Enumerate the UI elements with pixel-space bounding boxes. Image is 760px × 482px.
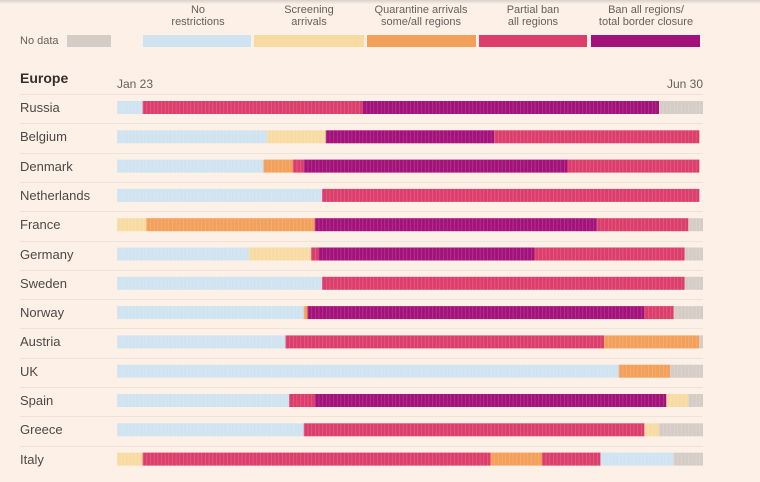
row-divider [20,94,703,95]
legend-swatch-partial [479,35,587,47]
legend-nodata-swatch [67,35,111,47]
bar-segment-texture [494,130,700,144]
bar-segment-texture [688,394,703,407]
legend-swatch-screening [254,35,364,47]
bar-segment-texture [644,306,674,320]
row-divider [20,269,703,271]
row-divider [20,416,703,418]
bar-segment-texture [117,335,286,349]
bar-segment-texture [303,306,308,320]
bar-segment-texture [541,452,601,466]
bar-segment-texture [285,335,605,349]
bar-segment-texture [490,452,542,466]
legend-swatch-ban [591,35,700,47]
legend-label-ban: Ban all regions/ total border closure [598,4,694,28]
bar-segment-texture [670,364,703,378]
legend-label-none: No restrictions [171,4,225,28]
bar-segment-texture [322,276,685,290]
bar-segment-texture [567,159,700,173]
legend-nodata-label: No data [20,35,59,47]
row-label-germany: Germany [20,246,74,262]
bar-segment-texture [688,218,703,232]
bar-segment-texture [263,159,293,173]
bar-segment-texture [117,276,323,290]
legend-label-partial: Partial ban all regions [506,4,560,28]
row-label-denmark: Denmark [20,158,73,174]
bar-segment-texture [659,101,703,114]
region-title: Europe [20,70,69,86]
legend-swatch-quarantine [367,35,476,47]
legend-label-quarantine: Quarantine arrivals some/all regions [374,4,468,28]
bar-segment-texture [596,218,689,232]
bar-segment-texture [146,218,315,232]
row-divider [20,387,703,388]
bar-segment-texture [659,423,703,437]
bar-segment-texture [303,159,568,173]
row-label-austria: Austria [20,334,61,350]
bar-segment-texture [289,394,315,407]
bar-segment-texture [322,188,700,202]
row-label-france: France [20,217,61,233]
row-divider [20,328,703,330]
row-label-sweden: Sweden [20,275,67,291]
bar-segment-texture [311,247,319,261]
bar-segment-texture [292,159,304,173]
bar-segment-texture [142,101,363,114]
row-label-norway: Norway [20,305,65,321]
bar-segment-texture [314,394,667,407]
bar-segment-texture [303,423,645,437]
bar-segment-texture [117,101,143,114]
row-label-uk: UK [20,363,39,379]
bar-segment-texture [673,306,703,320]
bar-segment-texture [673,452,703,466]
bar-segment-texture [117,188,323,202]
bar-segment-texture [117,130,268,144]
bar-segment-texture [117,452,143,466]
bar-segment-texture [600,452,674,466]
bar-segment-texture [117,364,619,378]
bar-segment-texture [142,452,491,466]
row-divider [20,152,703,154]
bar-segment-texture [684,276,703,290]
bar-segment-texture [117,218,147,232]
x-end-label: Jun 30 [666,77,703,91]
legend-swatch-none [143,35,251,47]
x-start-label: Jan 23 [117,77,154,91]
bar-segment-texture [699,335,703,349]
legend-label-screening: Screening arrivals [284,4,334,28]
row-divider [20,240,703,242]
bar-segment-texture [684,247,703,261]
row-label-greece: Greece [20,422,63,438]
bar-segment-texture [644,423,660,437]
row-label-belgium: Belgium [20,129,67,145]
row-label-italy: Italy [20,451,44,467]
bar-segment-texture [117,423,304,437]
bar-segment-texture [314,218,597,232]
row-divider [20,181,703,183]
bar-segment-texture [307,306,645,320]
bar-segment-texture [267,130,326,144]
row-divider [20,123,703,125]
top-shadow [0,0,760,4]
bar-segment-texture [318,247,535,261]
bar-segment-texture [666,394,689,407]
bar-segment-texture [117,394,290,407]
bar-segment-texture [604,335,700,349]
row-divider [20,357,703,359]
bar-segment-texture [248,247,312,261]
bar-segment-texture [117,306,304,320]
row-label-spain: Spain [20,393,54,408]
row-divider [20,299,703,301]
row-divider [20,445,703,447]
bar-segment-texture [117,159,264,173]
row-label-russia: Russia [20,100,60,115]
bar-segment-texture [362,101,660,114]
row-divider [20,211,703,213]
bar-segment-texture [117,247,249,261]
bar-segment-texture [618,364,671,378]
bar-segment-texture [325,130,495,144]
row-label-netherlands: Netherlands [20,187,91,203]
bar-segment-texture [534,247,685,261]
